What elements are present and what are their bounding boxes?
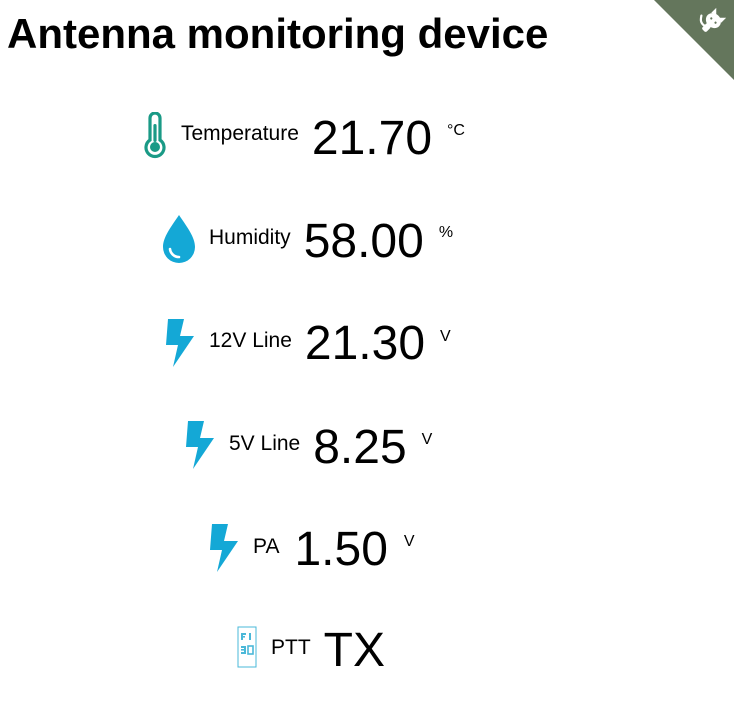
reading-humidity: Humidity 58.00 % xyxy=(160,213,453,267)
reading-value: 1.50 xyxy=(294,523,388,576)
reading-value: 8.25 xyxy=(313,421,407,474)
reading-label: 5V Line xyxy=(229,432,301,455)
water-drop-icon xyxy=(160,213,198,265)
lightning-bolt-icon xyxy=(163,318,197,368)
reading-value: 21.30 xyxy=(304,317,426,370)
reading-label: PTT xyxy=(271,636,311,659)
reading-unit: % xyxy=(438,224,454,241)
github-corner-link[interactable] xyxy=(654,0,734,80)
thermometer-icon xyxy=(141,112,169,160)
reading-unit: V xyxy=(440,328,451,345)
reading-unit: V xyxy=(421,431,433,448)
broken-image-icon xyxy=(237,625,257,669)
reading-5v-line: 5V Line 8.25 V xyxy=(183,420,432,473)
reading-label: 12V Line xyxy=(209,329,292,352)
reading-pa: PA 1.50 V xyxy=(207,523,415,575)
page-title: Antenna monitoring device xyxy=(7,10,549,57)
reading-label: Temperature xyxy=(181,122,299,145)
reading-temperature: Temperature 21.70 °C xyxy=(141,112,465,164)
reading-value: TX xyxy=(323,624,386,677)
lightning-bolt-icon xyxy=(207,523,241,573)
reading-ptt: PTT TX xyxy=(237,625,385,676)
lightning-bolt-icon xyxy=(183,420,217,470)
reading-12v-line: 12V Line 21.30 V xyxy=(163,318,451,369)
reading-label: Humidity xyxy=(209,226,291,249)
reading-label: PA xyxy=(253,535,280,558)
reading-unit: V xyxy=(403,533,415,550)
reading-value: 58.00 xyxy=(303,215,424,268)
reading-value: 21.70 xyxy=(311,112,433,165)
github-octocat-icon xyxy=(654,0,734,80)
reading-unit: °C xyxy=(447,122,465,139)
